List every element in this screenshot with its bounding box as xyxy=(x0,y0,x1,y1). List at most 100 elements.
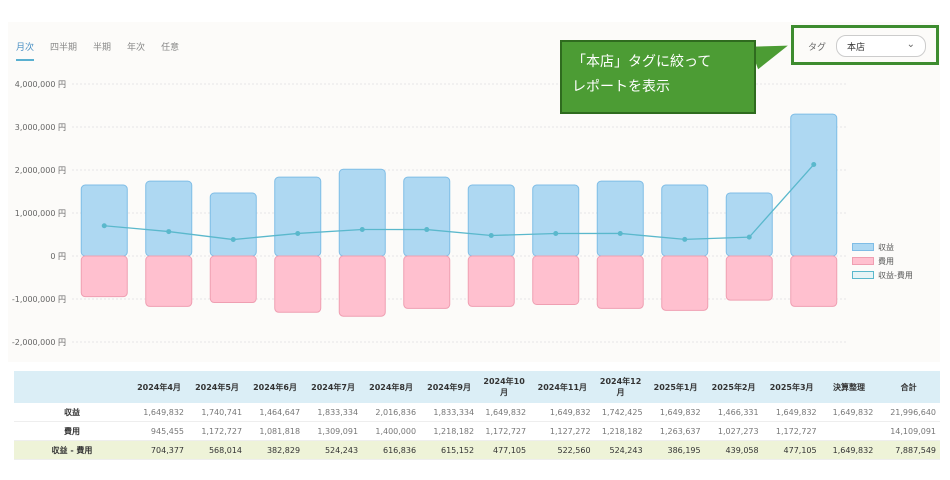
y-tick-label: 4,000,000 円 xyxy=(15,80,66,89)
table-cell: 1,649,832 xyxy=(530,403,595,422)
expense-bar xyxy=(209,255,257,304)
table-cell: 1,466,331 xyxy=(704,403,763,422)
revenue-bar xyxy=(661,184,709,257)
table-cell: 616,836 xyxy=(362,440,421,460)
chart-legend: 収益 費用 収益-費用 xyxy=(852,240,913,282)
revenue-bar xyxy=(145,180,193,257)
tag-select[interactable]: 本店 ⌄ xyxy=(836,35,926,57)
table-cell: 1,172,727 xyxy=(762,421,821,441)
table-cell: 522,560 xyxy=(530,440,595,460)
table-header-cell: 2024年4月 xyxy=(130,371,189,403)
revenue-bar xyxy=(467,184,515,257)
expense-bar xyxy=(145,255,193,307)
table-row-revenue: 収益 1,649,832 1,740,741 1,464,647 1,833,3… xyxy=(14,403,940,422)
revenue-bar xyxy=(403,176,451,257)
expense-bar xyxy=(338,255,386,317)
net-point xyxy=(811,162,817,168)
expense-bar xyxy=(725,255,773,301)
table-cell: 477,105 xyxy=(478,440,531,460)
table-header-cell: 2024年7月 xyxy=(304,371,363,403)
tab-quarterly[interactable]: 四半期 xyxy=(50,43,78,53)
period-tabs: 月次 四半期 半期 年次 任意 xyxy=(16,40,179,61)
net-point xyxy=(617,230,623,236)
table-header-cell: 2024年5月 xyxy=(188,371,247,403)
legend-swatch-expense xyxy=(852,257,874,265)
tab-yearly[interactable]: 年次 xyxy=(127,43,146,53)
callout-line-2: レポートを表示 xyxy=(572,79,670,95)
table-cell: 1,833,334 xyxy=(304,403,363,422)
table-cell: 1,263,637 xyxy=(646,421,705,441)
revenue-bar xyxy=(209,192,257,257)
table-cell: 524,243 xyxy=(304,440,363,460)
table-cell: 477,105 xyxy=(762,440,821,460)
net-point xyxy=(553,231,559,237)
table-cell: 14,109,091 xyxy=(877,421,940,441)
callout-line-1: 「本店」タグに絞って xyxy=(572,54,712,70)
table-cell: 1,309,091 xyxy=(304,421,363,441)
revenue-bar xyxy=(274,176,322,257)
table-header-cell: 2025年2月 xyxy=(704,371,763,403)
legend-label-revenue: 収益 xyxy=(878,242,894,252)
table-header-cell xyxy=(14,371,130,403)
table-cell: 1,027,273 xyxy=(704,421,763,441)
revenue-bar xyxy=(338,168,386,257)
expense-bar xyxy=(532,255,580,305)
table-header-cell: 2024年11月 xyxy=(530,371,595,403)
table-header-cell: 決算整理 xyxy=(820,371,878,403)
expense-bar xyxy=(80,255,128,298)
revenue-bar xyxy=(596,180,644,257)
table-header-cell: 2024年10月 xyxy=(478,371,531,403)
expense-bar xyxy=(790,255,838,307)
table-cell: 945,455 xyxy=(130,421,189,441)
table-cell: 2,016,836 xyxy=(362,403,421,422)
callout-annotation: 「本店」タグに絞って レポートを表示 xyxy=(560,40,756,114)
y-tick-label: -2,000,000 円 xyxy=(12,338,66,347)
tab-half-year[interactable]: 半期 xyxy=(93,43,112,53)
table-cell: 568,014 xyxy=(188,440,247,460)
row-label: 費用 xyxy=(14,421,130,441)
revenue-bar xyxy=(532,184,580,257)
table-cell: 524,243 xyxy=(594,440,647,460)
revenue-bar xyxy=(790,113,838,257)
table-cell: 21,996,640 xyxy=(877,403,940,422)
table-header-cell: 2024年6月 xyxy=(246,371,305,403)
table-cell: 615,152 xyxy=(420,440,479,460)
table-cell: 1,649,832 xyxy=(478,403,531,422)
table-cell: 1,218,182 xyxy=(420,421,479,441)
table-header-cell: 2024年8月 xyxy=(362,371,421,403)
net-point xyxy=(682,236,688,242)
net-point xyxy=(488,232,494,238)
net-point xyxy=(230,237,236,243)
table-cell: 704,377 xyxy=(130,440,189,460)
expense-bar xyxy=(596,255,644,309)
legend-label-net: 収益-費用 xyxy=(878,270,913,280)
table-cell: 382,829 xyxy=(246,440,305,460)
net-line xyxy=(104,164,815,241)
table-cell: 1,172,727 xyxy=(188,421,247,441)
revenue-bar xyxy=(80,184,128,257)
y-tick-label: 2,000,000 円 xyxy=(15,166,66,175)
table-cell: 1,081,818 xyxy=(246,421,305,441)
table-cell: 1,833,334 xyxy=(420,403,479,422)
table-cell: 1,464,647 xyxy=(246,403,305,422)
table-header-cell: 2024年9月 xyxy=(420,371,479,403)
row-label: 収益 xyxy=(14,403,130,422)
row-label: 収益 - 費用 xyxy=(14,440,130,460)
table-cell: 1,400,000 xyxy=(362,421,421,441)
net-point xyxy=(424,227,430,233)
table-cell: 1,649,832 xyxy=(820,403,878,422)
highlight-box xyxy=(791,25,939,65)
y-tick-label: -1,000,000 円 xyxy=(12,295,66,304)
table-row-expense: 費用 945,455 1,172,727 1,081,818 1,309,091… xyxy=(14,421,940,441)
y-tick-label: 1,000,000 円 xyxy=(15,209,66,218)
legend-label-expense: 費用 xyxy=(878,256,894,266)
expense-bar xyxy=(661,255,709,311)
expense-bar xyxy=(467,255,515,307)
revenue-bar xyxy=(725,192,773,257)
table-cell: 1,218,182 xyxy=(594,421,647,441)
expense-bar xyxy=(403,255,451,309)
tab-monthly[interactable]: 月次 xyxy=(16,40,35,61)
table-cell: 1,649,832 xyxy=(762,403,821,422)
tab-custom[interactable]: 任意 xyxy=(161,43,180,53)
table-header-cell: 合計 xyxy=(877,371,940,403)
